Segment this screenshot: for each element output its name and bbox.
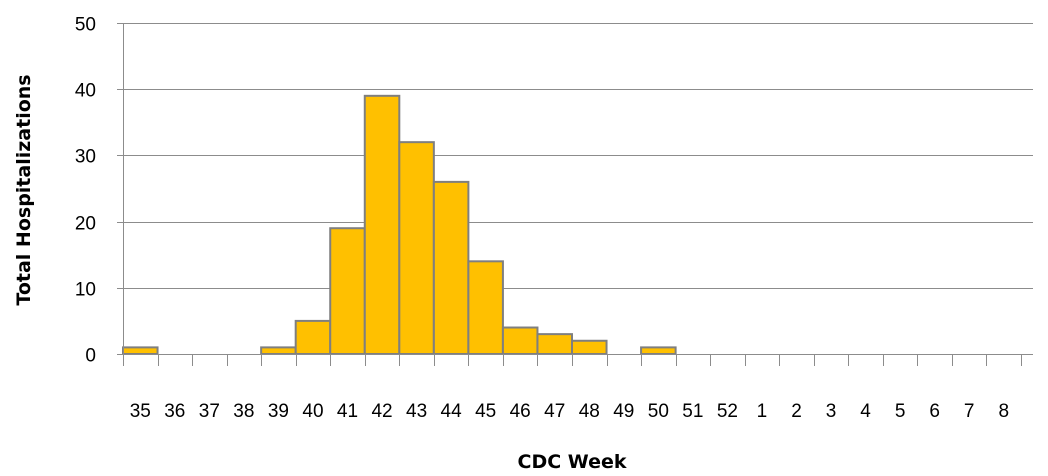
x-tick-label-40: 40 — [302, 401, 323, 422]
x-tick-label-39: 39 — [268, 401, 289, 422]
x-tick-label-3: 3 — [826, 401, 837, 422]
x-tick-labels: 35 36 37 38 39 40 41 42 43 44 45 46 47 48 49 50 51 52 1 2 3 4… — [130, 401, 1009, 422]
bar-week-50 — [640, 346, 677, 356]
bar-week-43 — [398, 141, 435, 355]
x-tick-label-37: 37 — [199, 401, 220, 422]
bar-week-48 — [571, 339, 608, 356]
x-tick-label-2: 2 — [791, 401, 802, 422]
x-tick-label-48: 48 — [579, 401, 600, 422]
x-tick-label-36: 36 — [164, 401, 185, 422]
x-tick-label-45: 45 — [475, 401, 496, 422]
x-tick-label-51: 51 — [682, 401, 703, 422]
x-tick-label-5: 5 — [895, 401, 906, 422]
x-tick-label-49: 49 — [613, 401, 634, 422]
bar-week-47 — [536, 333, 574, 356]
gridlines — [123, 23, 1033, 289]
x-tick-label-4: 4 — [860, 401, 871, 422]
bar-week-40 — [294, 319, 332, 355]
y-tick-label-20: 20 — [75, 214, 96, 235]
bar-week-44 — [432, 180, 470, 355]
x-tick-label-8: 8 — [998, 401, 1009, 422]
x-tick-label-43: 43 — [406, 401, 427, 422]
bar-week-45 — [467, 260, 504, 356]
bar-week-42 — [363, 94, 401, 355]
y-tick-label-40: 40 — [75, 81, 96, 102]
x-tick-label-50: 50 — [648, 401, 669, 422]
x-tick-label-7: 7 — [964, 401, 975, 422]
y-tick-label-30: 30 — [75, 147, 96, 168]
x-tick-label-1: 1 — [757, 401, 768, 422]
bar-week-46 — [501, 326, 539, 355]
bars — [122, 94, 677, 356]
x-tick-label-52: 52 — [717, 401, 738, 422]
y-tick-labels: 0 10 20 30 40 50 — [75, 15, 96, 367]
y-axis-title: Total Hospitalizations — [13, 74, 35, 305]
x-tick-label-47: 47 — [544, 401, 565, 422]
y-tick-label-10: 10 — [75, 280, 96, 301]
x-tick-label-6: 6 — [929, 401, 940, 422]
x-tick-label-38: 38 — [233, 401, 254, 422]
axes — [117, 23, 1033, 366]
x-tick-label-44: 44 — [441, 401, 463, 422]
x-tick-label-42: 42 — [371, 401, 392, 422]
bar-week-35 — [122, 346, 159, 356]
bar-week-41 — [329, 227, 366, 355]
x-tick-label-46: 46 — [510, 401, 531, 422]
y-tick-label-0: 0 — [85, 346, 96, 367]
x-tick-label-41: 41 — [337, 401, 358, 422]
y-tick-label-50: 50 — [75, 15, 96, 36]
x-axis-title: CDC Week — [518, 451, 627, 473]
bar-week-39 — [260, 346, 297, 356]
x-tick-label-35: 35 — [130, 401, 151, 422]
